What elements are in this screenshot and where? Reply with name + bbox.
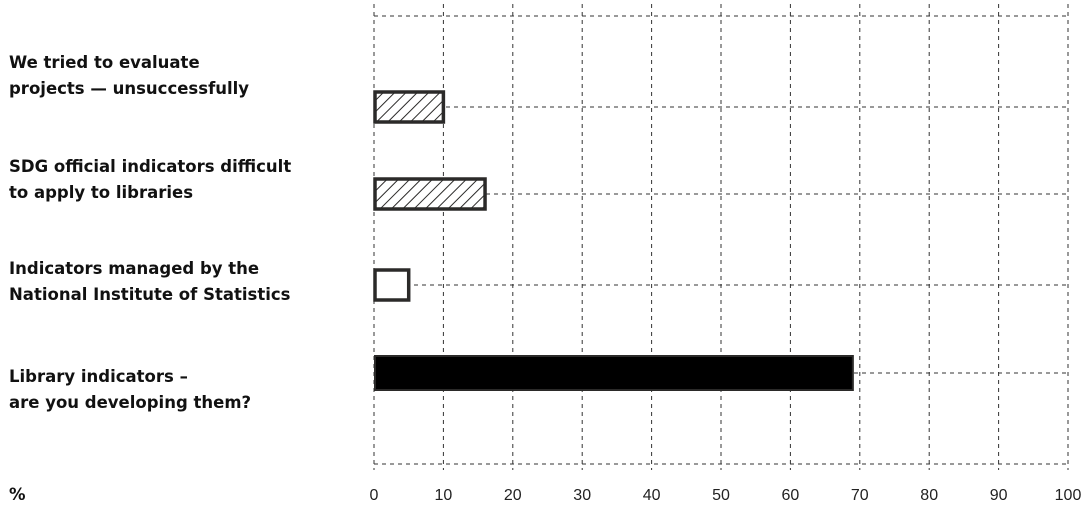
category-label: Indicators managed by the: [9, 259, 259, 278]
category-label: to apply to libraries: [9, 183, 193, 202]
category-label: Library indicators –: [9, 367, 188, 386]
bars: [373, 90, 854, 391]
x-axis-ticks: 0 10 20 30 40 50 60 70 80 90 100: [370, 487, 1082, 504]
bar: [373, 177, 487, 211]
category-label: are you developing them?: [9, 393, 251, 412]
bar: [373, 268, 411, 302]
category-label: projects — unsuccessfully: [9, 79, 249, 98]
x-tick-label: 30: [573, 487, 591, 504]
x-tick-label: 0: [370, 487, 379, 504]
x-tick-label: 20: [504, 487, 522, 504]
category-labels: We tried to evaluate projects — unsuccess…: [9, 53, 291, 412]
grid: [373, 4, 1069, 470]
x-tick-label: 80: [920, 487, 938, 504]
x-tick-label: 60: [782, 487, 800, 504]
bar: [373, 90, 446, 124]
unit-label: %: [9, 485, 26, 504]
x-tick-label: 40: [643, 487, 661, 504]
category-label: We tried to evaluate: [9, 53, 200, 72]
x-tick-label: 70: [851, 487, 869, 504]
x-tick-label: 10: [435, 487, 453, 504]
x-tick-label: 100: [1055, 487, 1082, 504]
category-label: National Institute of Statistics: [9, 285, 291, 304]
x-tick-label: 50: [712, 487, 730, 504]
x-tick-label: 90: [990, 487, 1008, 504]
category-label: SDG official indicators difficult: [9, 157, 291, 176]
bar: [374, 355, 854, 391]
